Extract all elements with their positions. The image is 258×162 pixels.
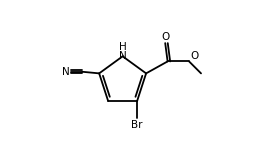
Text: O: O (161, 32, 169, 42)
Text: Br: Br (131, 120, 143, 130)
Text: H: H (119, 42, 126, 52)
Text: N: N (62, 67, 70, 77)
Text: N: N (119, 51, 126, 61)
Text: O: O (190, 51, 198, 61)
